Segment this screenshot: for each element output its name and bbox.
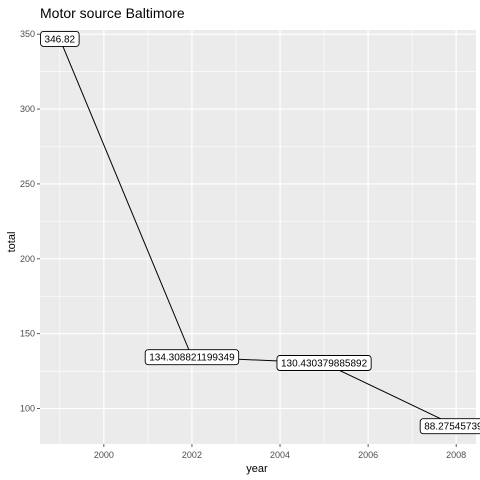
x-tick-label: 2000 [94,450,114,460]
y-tick-label: 300 [20,104,35,114]
data-label: 130.430379885892 [276,355,372,371]
axes: 2000 2002 2004 2006 2008 100 150 200 250 300 350 [20,29,466,460]
data-label-text: 130.430379885892 [281,359,368,370]
x-axis-title: year [246,463,268,475]
y-tick-label: 200 [20,254,35,264]
x-tick-label: 2008 [446,450,466,460]
data-labels: 346.82 134.308821199349 130.430379885892 88… [40,30,480,435]
data-label-box [419,418,480,435]
data-label-text: 134.308821199349 [149,353,235,364]
plot-panel [40,30,476,444]
data-label-box [276,355,372,371]
data-label-box [144,349,240,366]
x-tick-label: 2006 [358,450,378,460]
data-label: 346.82 [40,30,80,47]
series-line [59,38,457,427]
data-label-text: 346.82 [45,34,76,45]
major-grid [40,30,476,444]
minor-grid [40,30,476,444]
y-tick-label: 100 [20,404,35,414]
y-tick-label: 150 [20,329,35,339]
x-tick-label: 2004 [270,450,290,460]
y-tick-label: 250 [20,179,35,189]
x-tick-label: 2002 [182,450,202,460]
chart-title: Motor source Baltimore [40,5,185,21]
series-layer [59,38,457,427]
data-label: 134.308821199349 [144,349,240,366]
y-axis-title: total [6,232,18,253]
data-label-box [40,30,80,47]
y-tick-label: 350 [20,29,35,39]
